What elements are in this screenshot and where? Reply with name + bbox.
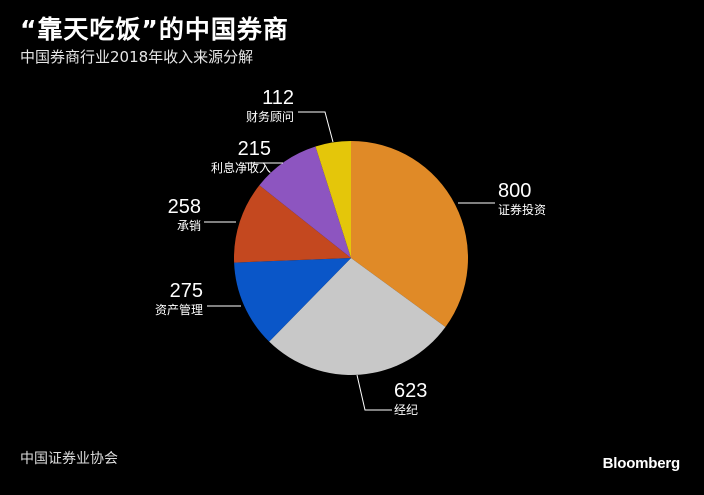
- slice-value-label: 623: [394, 380, 427, 402]
- slice-value-label: 800: [498, 180, 531, 202]
- source-note: 中国证券业协会: [20, 451, 118, 467]
- leader-line-2: [356, 374, 392, 411]
- pie-slice-6: [315, 141, 351, 258]
- slice-value-label: 112: [262, 87, 294, 109]
- leader-line-6: [298, 111, 334, 143]
- slice-value-label: 258: [168, 196, 201, 218]
- slice-category-label: 证券投资: [498, 202, 546, 217]
- slice-category-label: 承销: [177, 219, 201, 233]
- chart-subtitle: 中国券商行业2018年收入来源分解: [20, 48, 254, 66]
- pie-slice-4: [233, 185, 351, 263]
- brand-logo: Bloomberg: [602, 455, 681, 472]
- slice-category-label: 经纪: [394, 403, 418, 417]
- pie-slice-3: [234, 258, 351, 342]
- slice-value-label: 215: [238, 138, 271, 160]
- pie-slice-1: [351, 141, 468, 328]
- slice-category-label: 财务顾问: [246, 109, 294, 124]
- slice-category-label: 利息净收入: [211, 160, 271, 175]
- pie-slice-5: [259, 146, 351, 258]
- chart-title: “靠天吃饭”的中国券商: [20, 15, 289, 44]
- slice-category-label: 资产管理: [155, 302, 203, 317]
- pie-slice-2: [269, 258, 446, 375]
- slice-value-label: 275: [170, 280, 203, 302]
